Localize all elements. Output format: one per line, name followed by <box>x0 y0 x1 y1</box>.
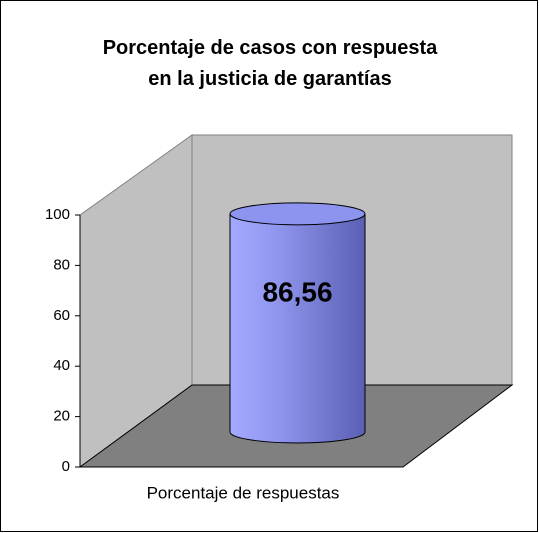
y-tick-label: 40 <box>53 357 70 374</box>
bar <box>229 202 366 444</box>
y-tick-label: 80 <box>53 256 70 273</box>
chart-title: Porcentaje de casos con respuesta en la … <box>102 37 438 90</box>
data-label: 86,56 <box>262 276 332 307</box>
y-tick-label: 20 <box>53 408 70 425</box>
y-tick-label: 100 <box>45 206 70 223</box>
y-tick-label: 0 <box>62 458 70 475</box>
bar-top <box>229 202 366 226</box>
y-tick-label: 60 <box>53 307 70 324</box>
x-tick-label: Porcentaje de respuestas <box>147 483 340 502</box>
bar-body <box>229 213 366 444</box>
